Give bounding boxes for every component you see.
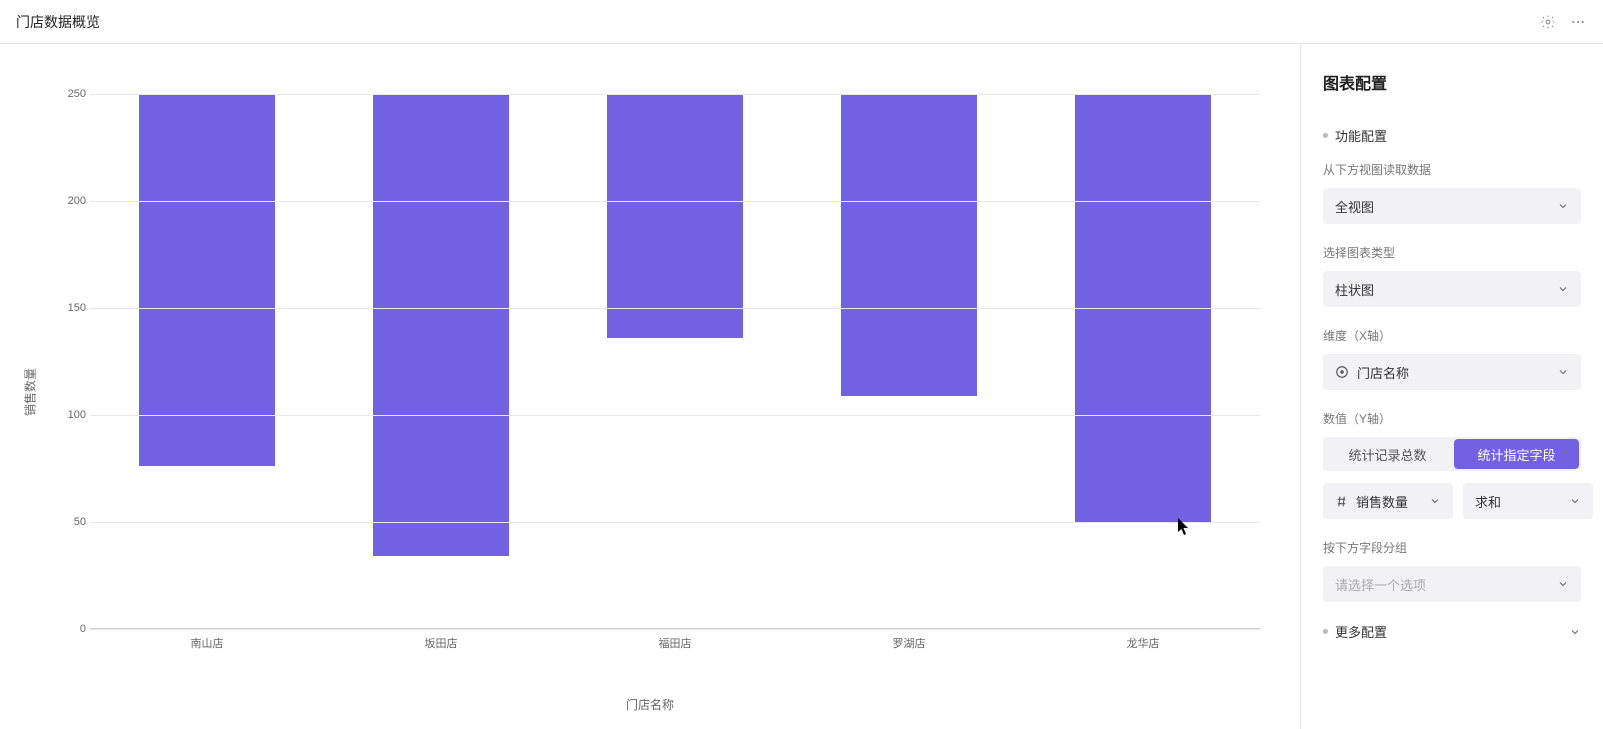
value-field-wrap: 销售数量 <box>1335 492 1408 511</box>
config-panel: 图表配置 功能配置 从下方视图读取数据 全视图 选择图表类型 柱状图 <box>1301 44 1603 729</box>
value-agg-value: 求和 <box>1475 492 1501 511</box>
grid-line <box>90 201 1260 202</box>
toggle-field-button[interactable]: 统计指定字段 <box>1454 439 1579 469</box>
grid-line <box>90 415 1260 416</box>
field-dimension: 维度（X轴） 门店名称 <box>1323 327 1581 390</box>
y-tick-label: 0 <box>62 623 86 635</box>
field-data-source: 从下方视图读取数据 全视图 <box>1323 161 1581 224</box>
y-axis-label: 销售数量 <box>22 367 39 415</box>
field-chart-type: 选择图表类型 柱状图 <box>1323 244 1581 307</box>
bar[interactable] <box>373 94 509 556</box>
app-root: 门店数据概览 销售数量 南山店坂田店福田店罗湖店龙华店 050100150200… <box>0 0 1603 729</box>
group-placeholder: 请选择一个选项 <box>1335 575 1426 594</box>
chart-type-value: 柱状图 <box>1335 280 1374 299</box>
value-mode-toggle: 统计记录总数 统计指定字段 <box>1323 437 1581 471</box>
bar-slot: 龙华店 <box>1026 94 1260 629</box>
chevron-down-icon <box>1557 578 1569 590</box>
settings-icon[interactable] <box>1539 13 1557 31</box>
data-source-label: 从下方视图读取数据 <box>1323 161 1581 178</box>
value-selects: 销售数量 求和 <box>1323 483 1581 519</box>
value-field-select[interactable]: 销售数量 <box>1323 483 1453 519</box>
chevron-down-icon <box>1569 626 1581 638</box>
grid-line <box>90 94 1260 95</box>
header-actions <box>1539 13 1587 31</box>
more-icon[interactable] <box>1569 13 1587 31</box>
hash-icon <box>1335 495 1348 508</box>
chevron-down-icon <box>1557 366 1569 378</box>
section-dot-icon <box>1323 133 1328 138</box>
group-select[interactable]: 请选择一个选项 <box>1323 566 1581 602</box>
grid-line <box>90 308 1260 309</box>
y-tick-label: 150 <box>62 302 86 314</box>
group-label: 按下方字段分组 <box>1323 539 1581 556</box>
chevron-down-icon <box>1557 283 1569 295</box>
bar[interactable] <box>139 94 275 466</box>
grid-line <box>90 522 1260 523</box>
dimension-value-wrap: 门店名称 <box>1335 363 1409 382</box>
x-tick-label: 罗湖店 <box>893 635 926 651</box>
chart-box: 销售数量 南山店坂田店福田店罗湖店龙华店 050100150200250 门店名… <box>40 74 1260 709</box>
x-axis-label: 门店名称 <box>626 696 674 713</box>
section-more-label: 更多配置 <box>1335 622 1387 641</box>
section-function: 功能配置 <box>1323 126 1581 145</box>
config-title: 图表配置 <box>1323 70 1581 94</box>
x-tick-label: 龙华店 <box>1127 635 1160 651</box>
value-label: 数值（Y轴） <box>1323 410 1581 427</box>
value-field-value: 销售数量 <box>1356 492 1408 511</box>
chevron-down-icon <box>1557 200 1569 212</box>
chart-type-label: 选择图表类型 <box>1323 244 1581 261</box>
chevron-down-icon <box>1569 495 1581 507</box>
x-tick-label: 福田店 <box>659 635 692 651</box>
x-tick-label: 坂田店 <box>425 635 458 651</box>
y-tick-label: 50 <box>62 516 86 528</box>
dimension-select[interactable]: 门店名称 <box>1323 354 1581 390</box>
x-tick-label: 南山店 <box>191 635 224 651</box>
chart-panel: 销售数量 南山店坂田店福田店罗湖店龙华店 050100150200250 门店名… <box>0 44 1301 729</box>
field-group: 按下方字段分组 请选择一个选项 <box>1323 539 1581 602</box>
field-value: 数值（Y轴） 统计记录总数 统计指定字段 销售数量 求和 <box>1323 410 1581 519</box>
bars-row: 南山店坂田店福田店罗湖店龙华店 <box>90 94 1260 629</box>
value-agg-select[interactable]: 求和 <box>1463 483 1593 519</box>
chart-type-select[interactable]: 柱状图 <box>1323 271 1581 307</box>
toggle-records-button[interactable]: 统计记录总数 <box>1325 439 1450 469</box>
header-bar: 门店数据概览 <box>0 0 1603 44</box>
page-title: 门店数据概览 <box>16 12 100 32</box>
dimension-label: 维度（X轴） <box>1323 327 1581 344</box>
section-function-label: 功能配置 <box>1335 126 1387 145</box>
chevron-down-icon <box>1429 495 1441 507</box>
plot-area: 南山店坂田店福田店罗湖店龙华店 050100150200250 <box>90 94 1260 629</box>
record-icon <box>1335 365 1349 379</box>
y-tick-label: 200 <box>62 195 86 207</box>
bar-slot: 福田店 <box>558 94 792 629</box>
dimension-value: 门店名称 <box>1357 363 1409 382</box>
section-dot-icon <box>1323 629 1328 634</box>
bar[interactable] <box>607 94 743 338</box>
bar-slot: 南山店 <box>90 94 324 629</box>
data-source-select[interactable]: 全视图 <box>1323 188 1581 224</box>
bar-slot: 罗湖店 <box>792 94 1026 629</box>
data-source-value: 全视图 <box>1335 197 1374 216</box>
section-more[interactable]: 更多配置 <box>1323 622 1581 641</box>
grid-line <box>90 629 1260 630</box>
bar-slot: 坂田店 <box>324 94 558 629</box>
body: 销售数量 南山店坂田店福田店罗湖店龙华店 050100150200250 门店名… <box>0 44 1603 729</box>
y-tick-label: 250 <box>62 88 86 100</box>
bar[interactable] <box>841 94 977 396</box>
y-tick-label: 100 <box>62 409 86 421</box>
